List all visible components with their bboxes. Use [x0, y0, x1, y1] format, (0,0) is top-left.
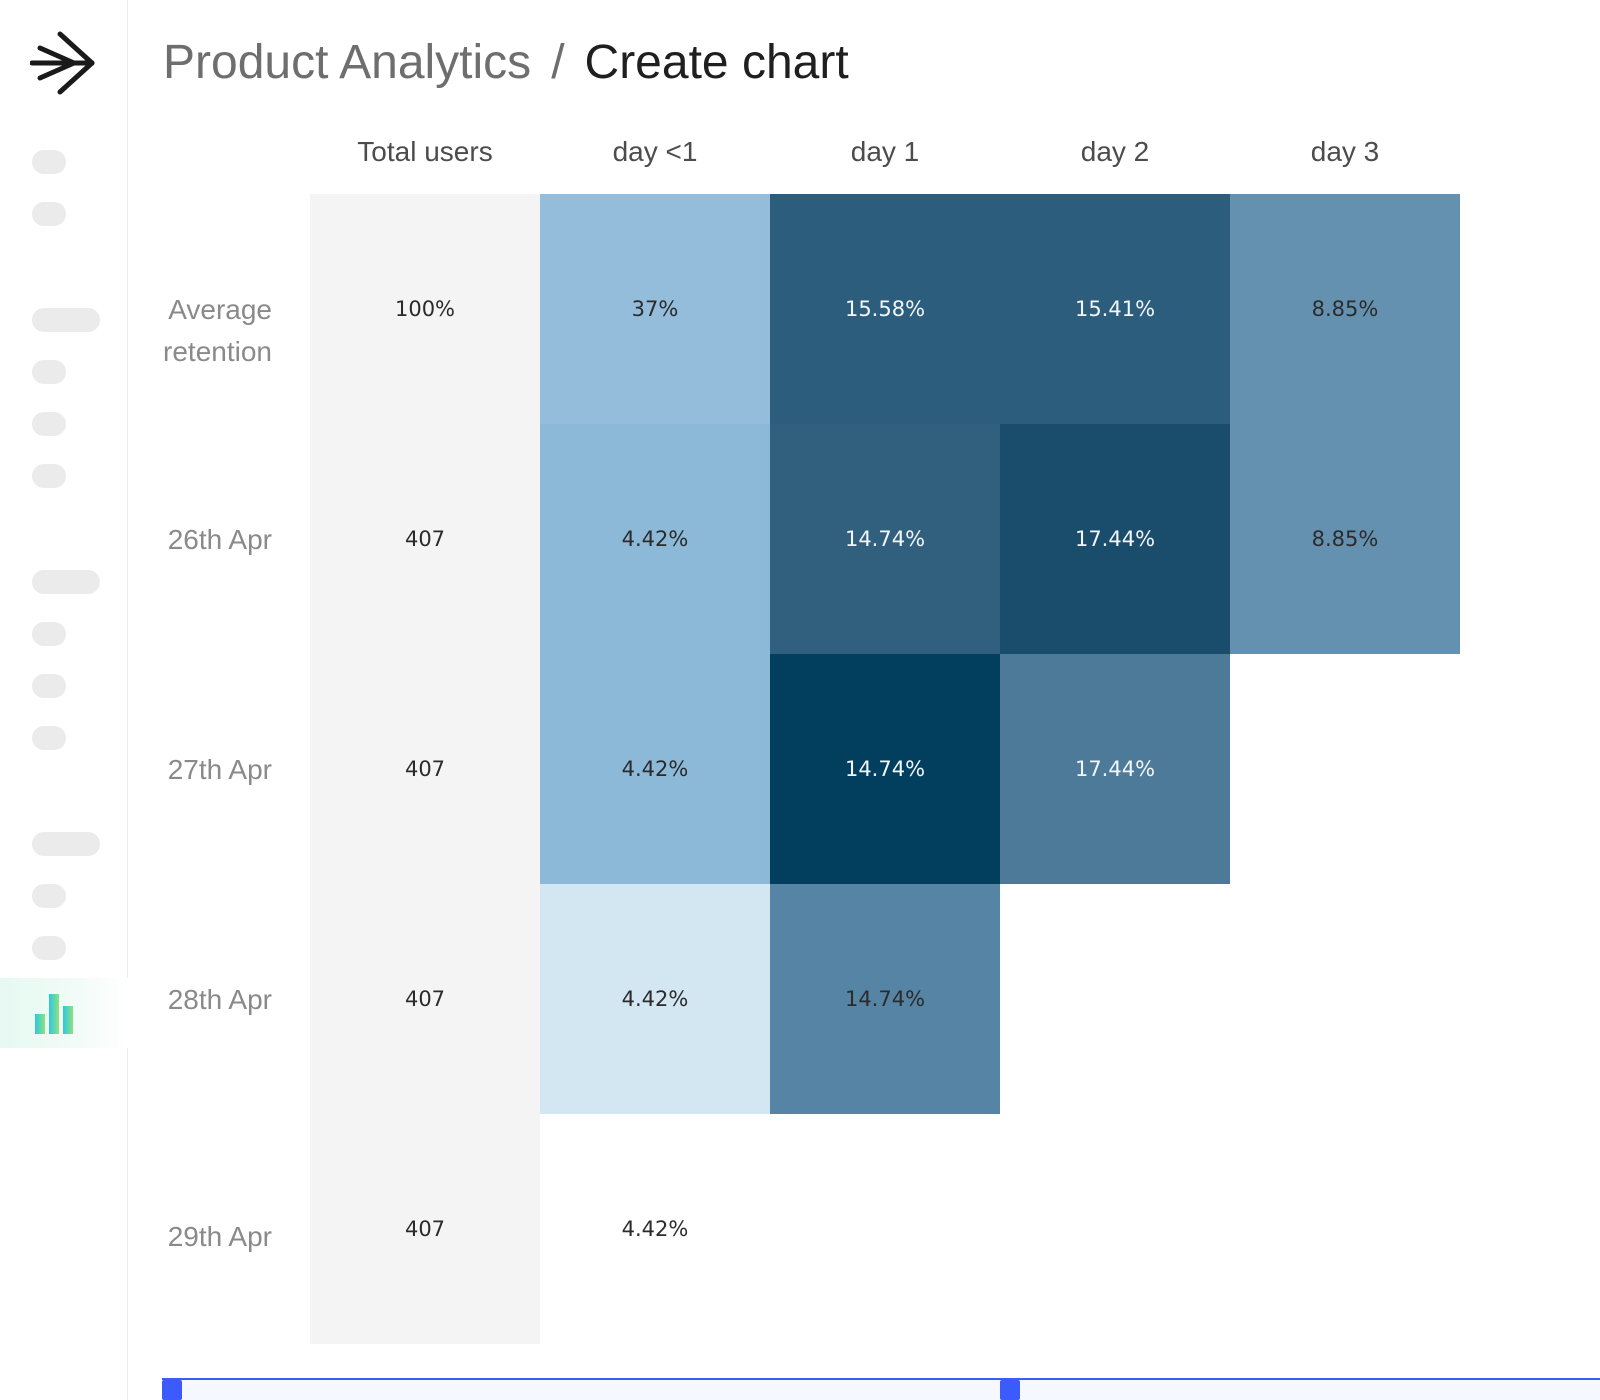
retention-cell-28apr-day-1[interactable]: 14.74% [770, 884, 1000, 1114]
horizontal-scrollbar[interactable] [162, 1378, 1600, 1400]
sidebar-item-8[interactable] [32, 726, 66, 750]
retention-cell-29apr-day-lt1[interactable]: 4.42% [540, 1114, 770, 1344]
sidebar-item-3[interactable] [32, 360, 66, 384]
sidebar-item-4[interactable] [32, 412, 66, 436]
row-label-average-retention: Average retention [163, 294, 272, 367]
breadcrumb: Product Analytics / Create chart [163, 32, 849, 92]
retention-cell-26apr-day-2[interactable]: 17.44% [1000, 424, 1230, 654]
row-label-28th-apr: 28th Apr [167, 984, 272, 1015]
retention-cell-26apr-day-lt1[interactable]: 4.42% [540, 424, 770, 654]
total-users-column [310, 194, 540, 1344]
retention-cell-26apr-day-1[interactable]: 14.74% [770, 424, 1000, 654]
retention-cell-28apr-day-lt1[interactable]: 4.42% [540, 884, 770, 1114]
sidebar-item-2[interactable] [32, 202, 66, 226]
column-header-day-lt1: day <1 [612, 136, 698, 167]
total-cell-28th-apr: 407 [404, 987, 446, 1011]
retention-cell-avg-day-3[interactable]: 8.85% [1230, 194, 1460, 424]
total-cell-average: 100% [394, 297, 456, 321]
column-header-day-1: day 1 [850, 136, 920, 167]
row-label-27th-apr: 27th Apr [167, 754, 272, 785]
retention-cell-27apr-day-2[interactable]: 17.44% [1000, 654, 1230, 884]
page-title: Create chart [584, 35, 849, 89]
sidebar-section-2[interactable] [32, 570, 100, 594]
sidebar-section-3[interactable] [32, 832, 100, 856]
scroll-handle-left[interactable] [162, 1380, 182, 1400]
sidebar-item-7[interactable] [32, 674, 66, 698]
retention-cell-27apr-day-lt1[interactable]: 4.42% [540, 654, 770, 884]
bar-chart-icon [34, 992, 76, 1034]
total-cell-26th-apr: 407 [404, 527, 446, 551]
retention-cell-avg-day-2[interactable]: 15.41% [1000, 194, 1230, 424]
column-header-day-2: day 2 [1080, 136, 1150, 167]
retention-cell-26apr-day-3[interactable]: 8.85% [1230, 424, 1460, 654]
total-cell-29th-apr: 407 [404, 1217, 446, 1241]
retention-cell-avg-day-1[interactable]: 15.58% [770, 194, 1000, 424]
sidebar-item-9[interactable] [32, 884, 66, 908]
row-label-26th-apr: 26th Apr [167, 524, 272, 555]
sidebar-section-1[interactable] [32, 308, 100, 332]
scroll-handle-right[interactable] [1000, 1380, 1020, 1400]
breadcrumb-separator: / [551, 35, 565, 89]
sidebar-item-5[interactable] [32, 464, 66, 488]
sidebar-item-6[interactable] [32, 622, 66, 646]
retention-cell-27apr-day-1[interactable]: 14.74% [770, 654, 1000, 884]
sidebar [0, 0, 128, 1400]
column-header-day-3: day 3 [1310, 136, 1380, 167]
arrow-burst-icon[interactable] [29, 30, 96, 96]
sidebar-item-charts[interactable] [0, 978, 128, 1048]
row-label-29th-apr: 29th Apr [167, 1221, 272, 1252]
sidebar-item-1[interactable] [32, 150, 66, 174]
retention-cell-avg-day-lt1[interactable]: 37% [540, 194, 770, 424]
total-cell-27th-apr: 407 [404, 757, 446, 781]
breadcrumb-parent[interactable]: Product Analytics [163, 35, 532, 89]
column-header-total-users: Total users [357, 136, 493, 167]
sidebar-item-10[interactable] [32, 936, 66, 960]
